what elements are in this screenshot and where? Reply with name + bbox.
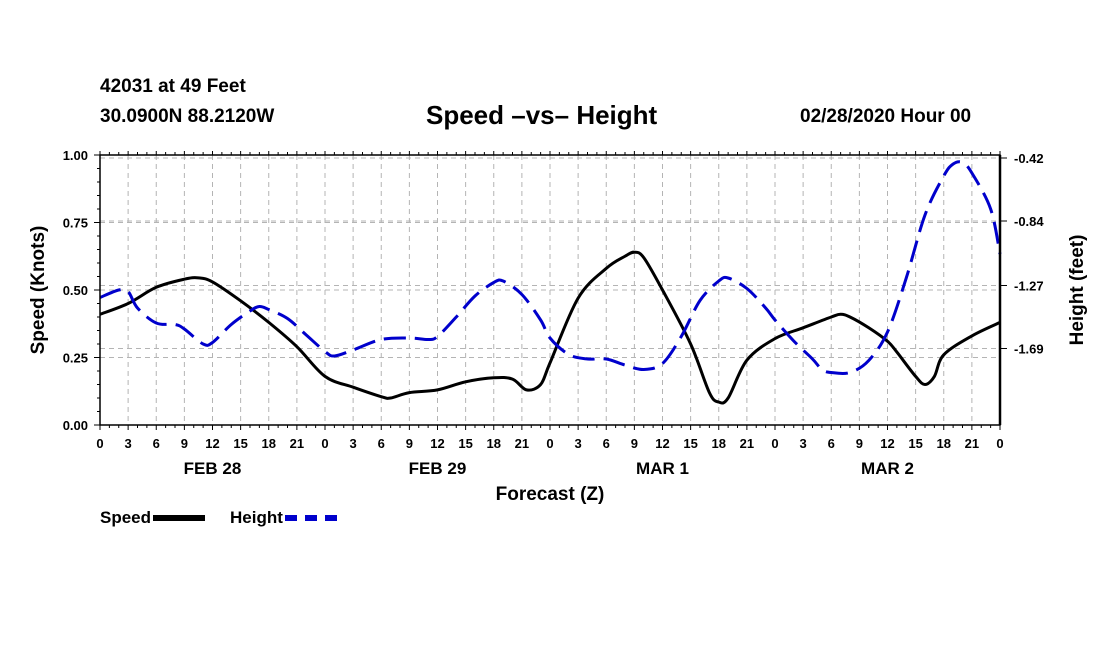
legend-speed-swatch: [153, 515, 206, 521]
x-tick-label: 0: [96, 436, 103, 451]
x-tick-label: 3: [350, 436, 357, 451]
x-tick-label: 9: [406, 436, 413, 451]
x-tick-label: 18: [937, 436, 951, 451]
grid-lines: [100, 155, 1000, 425]
x-tick-label: 0: [546, 436, 553, 451]
x-tick-label: 21: [515, 436, 529, 451]
x-axis-title: Forecast (Z): [496, 484, 605, 505]
x-tick-label: 9: [856, 436, 863, 451]
x-tick-label: 15: [458, 436, 472, 451]
forecast-run-date: 02/28/2020 Hour 00: [800, 106, 972, 127]
legend-height-label: Height: [230, 508, 283, 527]
x-tick-label: 6: [603, 436, 610, 451]
x-tick-label: 6: [828, 436, 835, 451]
x-tick-label: 6: [153, 436, 160, 451]
x-tick-label: 3: [125, 436, 132, 451]
day-label: FEB 29: [409, 459, 467, 478]
station-coordinates: 30.0900N 88.2120W: [100, 106, 275, 127]
speed-series-line: [99, 250, 1001, 405]
y-axis-right-title: Height (feet): [1067, 235, 1088, 346]
series-layer: [99, 160, 1002, 405]
x-tick-label: 9: [181, 436, 188, 451]
x-tick-label: 9: [631, 436, 638, 451]
day-label: MAR 1: [636, 459, 689, 478]
x-tick-label: 6: [378, 436, 385, 451]
x-tick-label: 15: [233, 436, 247, 451]
station-title: 42031 at 49 Feet: [100, 76, 246, 97]
y-left-tick-label: 1.00: [63, 148, 88, 163]
x-tick-label: 12: [655, 436, 669, 451]
y-right-tick-label: -1.27: [1014, 279, 1044, 294]
y-left-tick-label: 0.50: [63, 283, 88, 298]
y-right-tick-label: -1.69: [1014, 342, 1044, 357]
legend-speed: Speed: [100, 508, 206, 528]
x-tick-label: 18: [487, 436, 501, 451]
height-series-line: [99, 160, 1002, 376]
x-tick-label: 0: [996, 436, 1003, 451]
chart-title: Speed –vs– Height: [426, 100, 658, 130]
legend-speed-label: Speed: [100, 508, 152, 527]
x-tick-label: 3: [800, 436, 807, 451]
y-left-tick-label: 0.25: [63, 351, 88, 366]
x-tick-label: 21: [740, 436, 754, 451]
x-tick-label: 15: [683, 436, 697, 451]
x-tick-label: 12: [430, 436, 444, 451]
ticks: [94, 151, 1007, 430]
day-label: FEB 28: [184, 459, 242, 478]
x-tick-label: 18: [262, 436, 276, 451]
y-axis-left-title: Speed (Knots): [28, 226, 49, 355]
y-right-tick-label: -0.42: [1014, 151, 1044, 166]
x-tick-label: 0: [771, 436, 778, 451]
x-tick-label: 21: [965, 436, 979, 451]
legend-height: Height: [230, 508, 337, 528]
x-tick-label: 15: [908, 436, 922, 451]
x-tick-label: 12: [205, 436, 219, 451]
day-label: MAR 2: [861, 459, 914, 478]
y-right-tick-label: -0.84: [1014, 214, 1044, 229]
legend-height-swatch: [284, 515, 337, 521]
x-tick-label: 12: [880, 436, 894, 451]
x-tick-label: 3: [575, 436, 582, 451]
y-left-tick-label: 0.75: [63, 216, 88, 231]
y-left-tick-label: 0.00: [63, 418, 88, 433]
tick-labels: 0 3 6 9 12 15 18 21 0 3 6 9 12 15 18 21 0 3 6 9 12 15 18 21 0 3 6 9…: [63, 148, 1045, 478]
x-tick-label: 18: [712, 436, 726, 451]
x-tick-label: 21: [290, 436, 304, 451]
x-tick-label: 0: [321, 436, 328, 451]
